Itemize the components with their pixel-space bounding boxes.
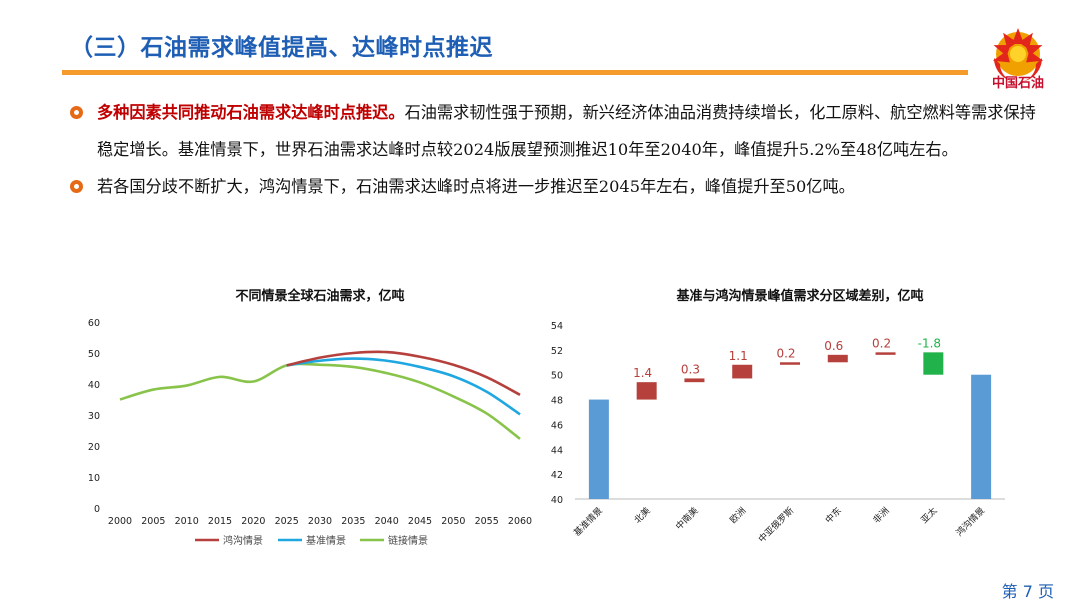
bar-value-label: 0.3: [681, 362, 700, 376]
y-tick-label: 50: [551, 371, 563, 382]
chart-title: 基准与鸿沟情景峰值需求分区域差别，亿吨: [675, 288, 923, 304]
bar-delta: [827, 354, 848, 363]
legend-label: 基准情景: [306, 534, 346, 547]
series-line-2: [119, 362, 521, 440]
y-tick-label: 48: [551, 396, 563, 407]
x-category-label: 中亚俄罗斯: [756, 505, 796, 545]
x-category-label: 中南美: [673, 505, 701, 533]
x-category-label: 基准情景: [571, 505, 605, 539]
x-tick-label: 2045: [408, 516, 432, 527]
x-tick-label: 2055: [475, 516, 499, 527]
y-tick-label: 42: [551, 470, 563, 481]
bullet-list: 多种因素共同推动石油需求达峰时点推迟。石油需求韧性强于预期，新兴经济体油品消费持…: [70, 94, 1040, 205]
bar-value-label: 0.2: [776, 346, 795, 360]
page-number: 第 7 页: [1001, 582, 1054, 601]
series-line-1: [286, 357, 521, 416]
y-tick-label: 50: [88, 349, 100, 360]
bar-value-label: -1.8: [918, 336, 941, 350]
bar-gap-total: [971, 374, 992, 499]
y-tick-label: 40: [551, 495, 563, 506]
title-underline: [62, 70, 968, 75]
bullet-text: 若各国分歧不断扩大，鸿沟情景下，石油需求达峰时点将进一步推迟至2045年左右，峰…: [97, 177, 855, 196]
x-tick-label: 2025: [275, 516, 299, 527]
bar-delta: [875, 352, 896, 355]
bar-value-label: 1.4: [633, 366, 652, 380]
page-title: （三）石油需求峰值提高、达峰时点推迟: [70, 35, 493, 61]
bar-delta: [684, 378, 705, 383]
legend-label: 链接情景: [388, 534, 428, 547]
regional-diff-bar-chart: 基准与鸿沟情景峰值需求分区域差别，亿吨 40 42 44 46 48 50 52 54 1.4 0.…: [551, 288, 1005, 545]
petrochina-logo-icon: [992, 28, 1044, 82]
x-tick-label: 2030: [308, 516, 332, 527]
x-tick-label: 2060: [508, 516, 532, 527]
bar-value-label: 0.6: [824, 339, 843, 353]
bar-delta: [636, 382, 657, 400]
y-tick-label: 54: [551, 321, 563, 332]
bar-value-label: 0.2: [872, 336, 891, 350]
bar-value-label: 1.1: [729, 349, 748, 363]
bullet-highlight: 多种因素共同推动石油需求达峰时点推迟。: [97, 103, 405, 122]
chart-title: 不同情景全球石油需求，亿吨: [235, 288, 404, 304]
bullet-item: 若各国分歧不断扩大，鸿沟情景下，石油需求达峰时点将进一步推迟至2045年左右，峰…: [70, 168, 1040, 205]
x-category-label: 非洲: [870, 505, 891, 526]
bar-delta: [780, 362, 800, 365]
bullet-icon: [70, 180, 83, 193]
x-tick-label: 2035: [341, 516, 365, 527]
x-tick-label: 2000: [108, 516, 132, 527]
y-tick-label: 40: [88, 380, 100, 391]
y-tick-label: 60: [88, 318, 100, 329]
bullet-icon: [70, 106, 83, 119]
x-category-label: 北美: [632, 505, 653, 526]
bar-base-total: [588, 399, 609, 499]
bullet-text: 石油需求韧性强于预期，新兴经济体油品消费持续增长，化工原料、航空燃料等需求保持稳…: [97, 103, 1036, 159]
x-category-label: 鸿沟情景: [953, 505, 987, 539]
bullet-item: 多种因素共同推动石油需求达峰时点推迟。石油需求韧性强于预期，新兴经济体油品消费持…: [70, 94, 1040, 168]
x-tick-label: 2040: [375, 516, 399, 527]
x-tick-label: 2005: [141, 516, 165, 527]
x-category-label: 亚太: [918, 505, 939, 526]
y-tick-label: 10: [88, 473, 100, 484]
x-tick-label: 2010: [175, 516, 199, 527]
bar-delta: [732, 364, 753, 379]
y-tick-label: 44: [551, 445, 563, 456]
logo-text: 中国石油: [991, 76, 1044, 91]
y-tick-label: 30: [88, 411, 100, 422]
legend-label: 鸿沟情景: [223, 534, 263, 547]
y-tick-label: 46: [551, 420, 563, 431]
x-category-label: 中东: [823, 505, 844, 526]
bar-delta: [923, 352, 944, 375]
y-tick-label: 0: [94, 504, 100, 515]
x-tick-label: 2020: [241, 516, 265, 527]
x-tick-label: 2050: [441, 516, 465, 527]
y-tick-label: 52: [551, 346, 563, 357]
y-tick-label: 20: [88, 442, 100, 453]
series-line-0: [286, 350, 521, 396]
x-tick-label: 2015: [208, 516, 232, 527]
x-category-label: 欧洲: [727, 505, 748, 526]
